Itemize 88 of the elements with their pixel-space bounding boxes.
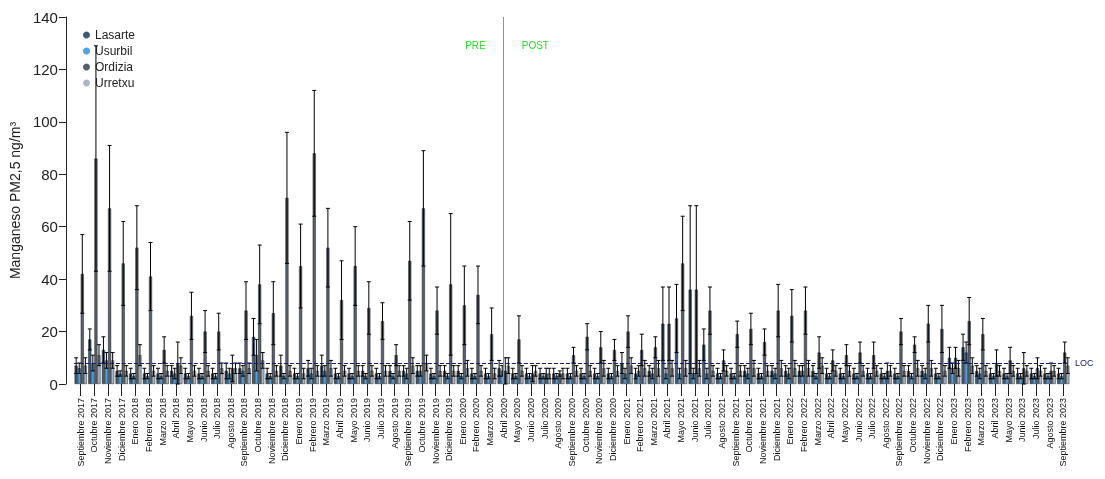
x-tick-label: Mayo 2020 — [512, 398, 523, 443]
x-tick-label: Enero 2018 — [130, 398, 141, 445]
x-tick-label: Marzo 2022 — [812, 398, 823, 446]
x-tick-label: Junio 2019 — [362, 398, 373, 443]
x-tick-label: Junio 2021 — [689, 398, 700, 443]
x-tick-label: Agosto 2021 — [717, 398, 728, 449]
x-tick-label: Febrero 2018 — [143, 398, 154, 453]
x-tick-label: Octubre 2018 — [253, 398, 264, 453]
x-tick-label: Noviembre 2022 — [921, 398, 932, 465]
x-tick-label: Diciembre 2020 — [607, 398, 618, 462]
x-tick-label: Septiembre 2020 — [566, 398, 577, 467]
y-axis-title: Manganeso PM2,5 ng/m³ — [7, 121, 23, 280]
x-tick-label: Julio 2021 — [703, 398, 714, 440]
x-tick-label: Marzo 2021 — [648, 398, 659, 446]
ref-line-label: LOC — [1075, 358, 1095, 369]
x-tick-label: Enero 2023 — [949, 398, 960, 445]
x-tick-label: Junio 2020 — [526, 398, 537, 443]
x-tick-label: Febrero 2019 — [307, 398, 318, 453]
x-tick-label: Julio 2019 — [375, 398, 386, 440]
x-tick-label: Marzo 2020 — [485, 398, 496, 446]
x-tick-label: Marzo 2019 — [321, 398, 332, 446]
x-tick-label: Diciembre 2017 — [116, 398, 127, 462]
legend-label: Urretxu — [95, 76, 135, 90]
x-tick-label: Octubre 2019 — [416, 398, 427, 453]
x-tick-label: Abril 2020 — [498, 398, 509, 439]
x-tick-label: Abril 2019 — [335, 398, 345, 439]
x-tick-label: Junio 2023 — [1017, 398, 1028, 443]
y-tick-label: 40 — [41, 270, 58, 288]
y-tick-label: 60 — [41, 218, 58, 236]
x-tick-label: Agosto 2020 — [553, 398, 564, 449]
x-tick-label: Julio 2020 — [539, 398, 550, 440]
x-tick-label: Diciembre 2021 — [771, 398, 782, 462]
y-tick-label: 100 — [32, 113, 58, 131]
x-tick-label: Octubre 2020 — [580, 398, 591, 453]
x-tick-label: Mayo 2018 — [184, 398, 195, 443]
x-tick-label: Febrero 2020 — [471, 398, 482, 453]
x-tick-label: Septiembre 2018 — [239, 398, 250, 467]
x-tick-label: Noviembre 2021 — [757, 398, 768, 465]
x-tick-label: Junio 2018 — [198, 398, 209, 443]
x-tick-label: Enero 2022 — [785, 398, 796, 445]
x-tick-label: Mayo 2021 — [676, 398, 687, 443]
x-tick-label: Marzo 2018 — [157, 398, 168, 446]
x-tick-label: Septiembre 2023 — [1058, 398, 1069, 467]
y-tick-label: 80 — [41, 165, 58, 183]
x-tick-label: Septiembre 2021 — [730, 398, 741, 467]
x-tick-label: Abril 2023 — [989, 398, 1000, 439]
annotation: PRE — [465, 39, 487, 51]
x-tick-label: Febrero 2022 — [798, 398, 809, 453]
x-tick-label: Septiembre 2022 — [894, 398, 905, 467]
x-tick-label: Agosto 2023 — [1044, 398, 1055, 449]
x-tick-label: Enero 2019 — [294, 398, 305, 445]
x-tick-label: Diciembre 2022 — [935, 398, 946, 462]
x-tick-label: Octubre 2021 — [744, 398, 755, 453]
x-tick-label: Abril 2018 — [171, 398, 182, 439]
x-tick-label: Julio 2022 — [867, 398, 878, 440]
x-tick-label: Agosto 2018 — [225, 398, 236, 449]
legend-label: Lasarte — [95, 28, 136, 42]
x-tick-label: Julio 2023 — [1030, 398, 1041, 440]
x-tick-label: Septiembre 2017 — [75, 398, 86, 467]
x-tick-label: Noviembre 2019 — [430, 398, 441, 465]
y-tick-label: 0 — [49, 375, 58, 393]
x-tick-label: Abril 2021 — [662, 398, 673, 439]
x-tick-label: Abril 2022 — [826, 398, 837, 439]
x-tick-label: Enero 2021 — [621, 398, 632, 445]
x-tick-label: Marzo 2023 — [976, 398, 987, 446]
x-tick-label: Octubre 2022 — [908, 398, 919, 453]
x-tick-label: Septiembre 2019 — [403, 398, 414, 467]
y-tick-label: 120 — [32, 60, 58, 78]
x-tick-label: Diciembre 2019 — [444, 398, 455, 462]
y-tick-label: 140 — [32, 8, 58, 26]
annotation: POST — [521, 39, 549, 51]
x-tick-label: Mayo 2022 — [839, 398, 850, 443]
x-tick-label: Noviembre 2017 — [103, 398, 114, 465]
x-tick-label: Agosto 2019 — [389, 398, 400, 449]
x-tick-label: Mayo 2023 — [1003, 398, 1014, 443]
x-tick-label: Febrero 2023 — [962, 398, 973, 453]
x-tick-label: Noviembre 2018 — [266, 398, 277, 465]
x-tick-label: Noviembre 2020 — [594, 398, 605, 465]
x-tick-label: Agosto 2022 — [880, 398, 891, 449]
x-tick-label: Mayo 2019 — [348, 398, 359, 443]
legend-label: Usurbil — [95, 44, 133, 58]
y-tick-label: 20 — [41, 323, 58, 341]
x-tick-label: Diciembre 2018 — [280, 398, 291, 462]
x-tick-label: Octubre 2017 — [89, 398, 100, 453]
x-tick-label: Enero 2020 — [457, 398, 468, 445]
x-tick-label: Febrero 2021 — [635, 398, 646, 453]
x-tick-label: Julio 2018 — [212, 398, 223, 440]
x-tick-label: Junio 2022 — [853, 398, 864, 443]
